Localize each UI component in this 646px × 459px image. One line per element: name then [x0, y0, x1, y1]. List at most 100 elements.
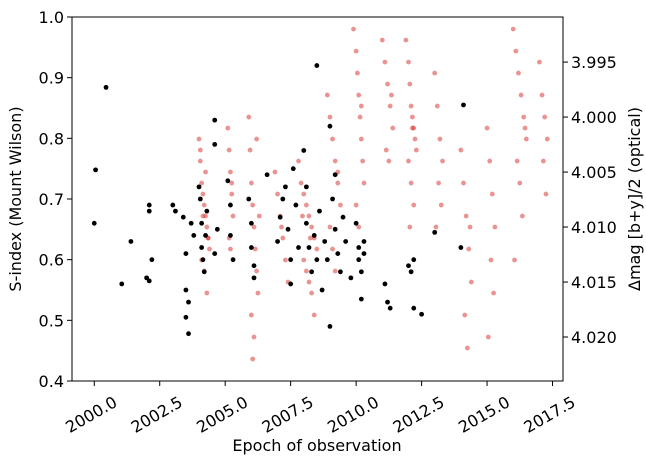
point [228, 202, 233, 208]
y-tick-label: 0.5 [39, 311, 64, 330]
point [272, 169, 278, 175]
point [212, 251, 218, 256]
point [191, 233, 197, 238]
point [246, 196, 252, 202]
point [228, 169, 233, 175]
point [358, 296, 364, 302]
point [288, 257, 294, 263]
point [386, 158, 392, 164]
point [252, 246, 258, 252]
point [248, 312, 254, 318]
point [186, 331, 191, 337]
point [487, 158, 493, 164]
point [197, 147, 203, 153]
point [327, 324, 333, 329]
point [200, 191, 206, 197]
point [196, 184, 202, 190]
y2-tick-label: 4.020 [571, 328, 617, 347]
point [309, 290, 315, 296]
point [356, 224, 362, 230]
y-tick-label: 0.4 [39, 372, 64, 391]
point [353, 202, 359, 208]
point [389, 92, 394, 98]
point [468, 279, 474, 285]
point [387, 103, 393, 109]
point [228, 246, 233, 252]
point [514, 158, 520, 164]
point [204, 224, 210, 230]
point [544, 136, 550, 142]
point [296, 158, 301, 164]
point [296, 245, 301, 250]
point [327, 123, 333, 129]
point [230, 257, 236, 263]
point [356, 257, 362, 263]
point [201, 202, 207, 208]
point [254, 136, 260, 142]
point [521, 114, 527, 120]
point [103, 84, 109, 90]
point [353, 48, 359, 54]
point [200, 257, 206, 263]
point [204, 290, 210, 296]
point [301, 257, 307, 263]
y-tick-label: 1.0 [39, 8, 64, 27]
point [256, 213, 262, 219]
y-tick-label: 0.9 [39, 69, 64, 88]
point [196, 136, 202, 142]
point [462, 312, 468, 318]
point [251, 334, 257, 340]
point [303, 220, 309, 226]
point [438, 202, 444, 208]
point [382, 281, 388, 287]
point [251, 263, 257, 269]
point [517, 180, 523, 186]
point [203, 169, 208, 175]
point [407, 224, 413, 230]
point [91, 220, 97, 226]
point [149, 257, 155, 263]
y-tick-label: 0.6 [39, 251, 64, 270]
point [309, 269, 315, 275]
point [309, 224, 315, 230]
y-tick-label: 0.7 [39, 190, 64, 209]
point [247, 147, 253, 153]
point [355, 70, 360, 76]
point [251, 224, 257, 230]
point [283, 184, 288, 190]
point [382, 59, 388, 65]
point [411, 305, 417, 311]
point [465, 345, 470, 351]
point [306, 279, 312, 285]
point [200, 213, 206, 219]
point [324, 92, 330, 98]
point [203, 233, 208, 238]
point [484, 125, 490, 131]
point [298, 180, 304, 186]
point [411, 202, 417, 208]
point [188, 220, 194, 226]
point [324, 257, 330, 263]
point [332, 268, 338, 274]
point [279, 224, 284, 230]
point [434, 103, 440, 109]
y2-tick-label: 4.015 [571, 273, 617, 292]
plot-frame [71, 16, 564, 382]
y2-tick-label: 4.005 [571, 163, 617, 182]
point [201, 269, 207, 275]
point [491, 290, 497, 296]
point [467, 224, 473, 230]
point [385, 81, 390, 87]
point [204, 208, 210, 214]
x-tick-label: 2017.5 [521, 392, 579, 436]
x-axis-label: Epoch of observation [232, 436, 401, 455]
point [212, 117, 218, 123]
point [183, 251, 189, 256]
point [283, 257, 288, 263]
point [332, 158, 338, 164]
point [199, 245, 205, 250]
point [466, 246, 472, 252]
point [461, 180, 466, 186]
point [539, 92, 545, 98]
point [513, 48, 519, 54]
